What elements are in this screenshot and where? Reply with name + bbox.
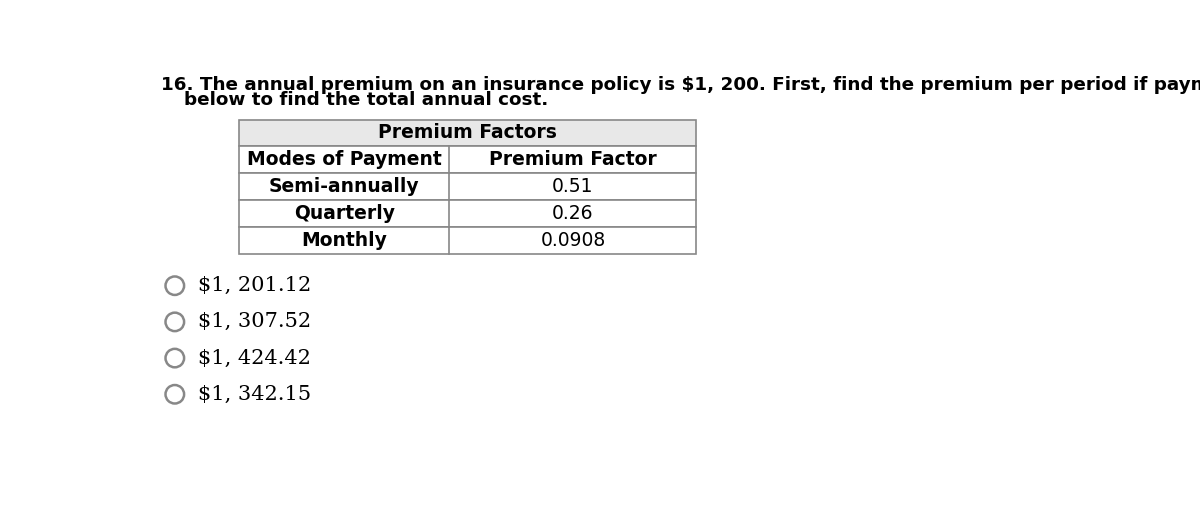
Text: $1, 307.52: $1, 307.52 xyxy=(198,313,311,331)
Text: Quarterly: Quarterly xyxy=(294,204,395,223)
Text: below to find the total annual cost.: below to find the total annual cost. xyxy=(184,91,548,109)
Text: 0.26: 0.26 xyxy=(552,204,594,223)
Text: Semi-annually: Semi-annually xyxy=(269,177,420,196)
Text: Monthly: Monthly xyxy=(301,231,388,250)
Bar xyxy=(239,146,696,173)
Text: Premium Factor: Premium Factor xyxy=(490,150,656,169)
Text: Premium Factors: Premium Factors xyxy=(378,123,557,142)
Text: $1, 342.15: $1, 342.15 xyxy=(198,385,311,404)
Text: $1, 201.12: $1, 201.12 xyxy=(198,276,311,295)
Bar xyxy=(239,120,696,146)
Bar xyxy=(239,227,696,254)
Text: $1, 424.42: $1, 424.42 xyxy=(198,348,311,368)
Text: 0.0908: 0.0908 xyxy=(540,231,606,250)
Text: 0.51: 0.51 xyxy=(552,177,594,196)
Text: Modes of Payment: Modes of Payment xyxy=(247,150,442,169)
Bar xyxy=(239,200,696,227)
Text: 16. The annual premium on an insurance policy is $1, 200. First, find the premiu: 16. The annual premium on an insurance p… xyxy=(161,76,1200,94)
Bar xyxy=(239,173,696,200)
